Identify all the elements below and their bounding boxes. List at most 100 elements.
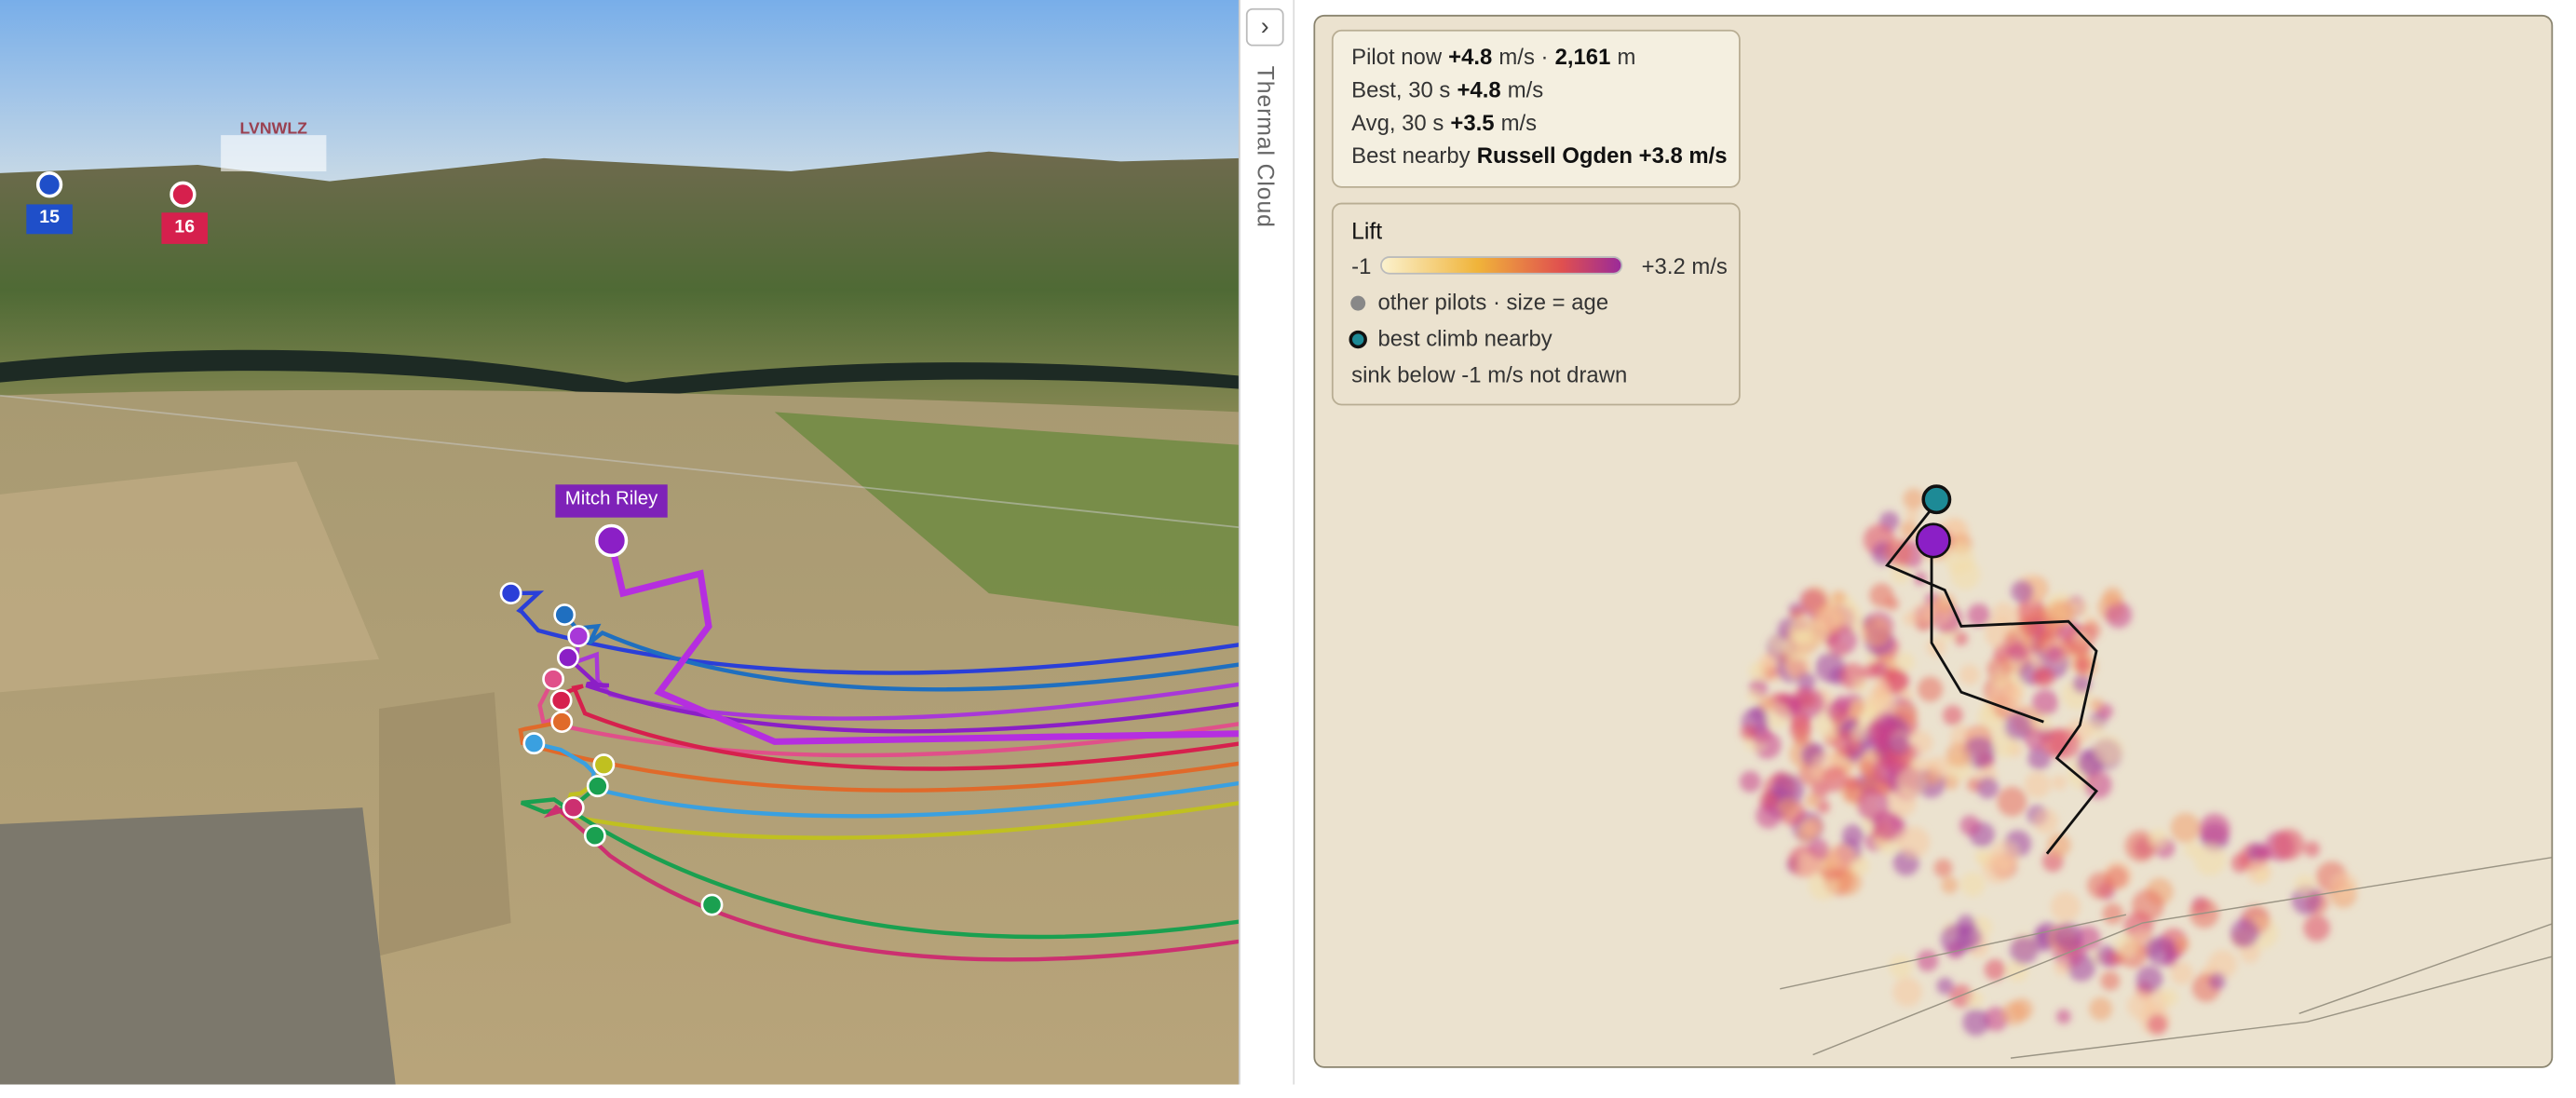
lift-blob [1959, 815, 1981, 836]
lift-blob [2050, 891, 2081, 922]
lift-blob [1793, 687, 1825, 720]
lift-blob [1934, 593, 1956, 615]
lift-blob [1851, 724, 1868, 741]
focus-pilot-label[interactable]: Mitch Riley [564, 489, 658, 509]
lift-blob [2093, 735, 2123, 766]
unit: m/s · [1498, 44, 1549, 70]
lift-blob [2070, 639, 2090, 658]
lift-blob [1942, 705, 1963, 726]
lift-blob [1821, 766, 1848, 793]
lift-blob [2230, 918, 2259, 948]
lift-blob [1826, 699, 1849, 723]
lift-blob [2254, 867, 2270, 883]
lift-blob [1872, 810, 1902, 840]
lift-blob [2040, 728, 2069, 757]
lift-blob [2072, 674, 2092, 694]
track [563, 613, 1240, 692]
pilot-marker [499, 582, 522, 605]
scale-max: +3.2 m/s [1641, 253, 1728, 279]
lift-blob [2100, 970, 2121, 991]
lift-blob [2071, 600, 2089, 617]
unit: m [1617, 44, 1636, 70]
stat-row: Avg, 30 s +3.5 m/s [1351, 107, 1720, 140]
value: +3.5 [1450, 110, 1495, 136]
lift-blob [2170, 812, 2201, 843]
lift-blob [2208, 972, 2226, 990]
legend-note: sink below -1 m/s not drawn [1351, 362, 1628, 387]
lift-blob [1885, 596, 1900, 611]
lift-blob [2001, 1001, 2027, 1025]
unit: m/s [1507, 77, 1544, 102]
lift-blob [1917, 949, 1939, 972]
stats-box: Pilot now +4.8 m/s · 2,161 m Best, 30 s +4.8 m… [1331, 29, 1741, 188]
label: Best, 30 s [1351, 77, 1451, 102]
lift-blob [1747, 689, 1761, 703]
sidebar-toggle[interactable]: › [1245, 7, 1284, 47]
lift-blob [2036, 667, 2056, 686]
lift-blob [1740, 724, 1757, 741]
lift-blob [2011, 580, 2034, 603]
legend-box: Lift -1 +3.2 m/s other pilots · size = ag… [1331, 202, 1741, 406]
lift-blob [2008, 643, 2027, 662]
legend-scale: -1 +3.2 m/s [1351, 251, 1728, 283]
lift-blob [1828, 843, 1855, 870]
lift-blob [1757, 695, 1774, 712]
lift-blob [1802, 586, 1830, 614]
thermal-cloud [1739, 484, 2552, 1059]
lift-blob [1873, 755, 1905, 788]
lift-blob [2146, 936, 2176, 966]
other-track [2010, 955, 2552, 1059]
lift-blob [2032, 689, 2059, 716]
lift-blob [2127, 992, 2155, 1020]
pilot-marker [567, 625, 590, 648]
label: Best nearby [1351, 142, 1471, 169]
lift-blob [2024, 771, 2051, 798]
lift-blob [1867, 685, 1893, 712]
lift-blob [2074, 657, 2091, 673]
lift-blob [1792, 727, 1810, 746]
lift-blob [1850, 856, 1870, 876]
lift-blob [1984, 958, 2006, 981]
lift-blob [1863, 662, 1879, 679]
label: Pilot now [1351, 44, 1443, 70]
lift-blob [1941, 876, 1959, 894]
lift-blob [1992, 602, 2014, 625]
lift-blob [1889, 734, 1910, 755]
sidebar-tab[interactable]: Thermal Cloud [1252, 65, 1280, 228]
track [551, 684, 1240, 771]
scale-min: -1 [1351, 253, 1372, 279]
other-track [2298, 922, 2552, 1015]
lift-blobs [1739, 488, 2358, 1037]
pilot-label: 16 [174, 217, 196, 237]
stat-row: Pilot now +4.8 m/s · 2,161 m [1351, 41, 1720, 74]
pilot-marker [550, 711, 574, 734]
lift-blob [2303, 915, 2330, 942]
lift-blob [1796, 671, 1816, 691]
lift-blob [2029, 654, 2044, 669]
lift-blob [2097, 703, 2113, 720]
lift-blob [2089, 996, 2113, 1021]
pilot-marker [556, 646, 579, 670]
lift-blob [1739, 770, 1761, 793]
unit: m/s [1500, 110, 1538, 136]
lift-blob [1756, 802, 1783, 829]
lift-blob [1962, 1009, 1990, 1037]
lift-blob [2087, 719, 2105, 737]
value: +4.8 [1457, 77, 1501, 102]
lift-blob [2045, 645, 2064, 663]
lift-blob [2105, 601, 2133, 629]
lift-blob [1956, 924, 1982, 951]
lift-blob [1905, 508, 1919, 522]
legend-item: other pilots · size = age [1377, 290, 1609, 316]
lift-blob [2055, 1009, 2071, 1024]
lift-blob [2199, 813, 2230, 845]
lift-blob [2006, 959, 2029, 983]
lift-blob [1853, 678, 1868, 693]
lift-blob [1992, 671, 2009, 688]
lift-blob [1960, 872, 1986, 897]
lift-blob [2083, 770, 2112, 799]
lift-blob [1816, 799, 1831, 814]
best-climb-marker [1921, 484, 1952, 515]
